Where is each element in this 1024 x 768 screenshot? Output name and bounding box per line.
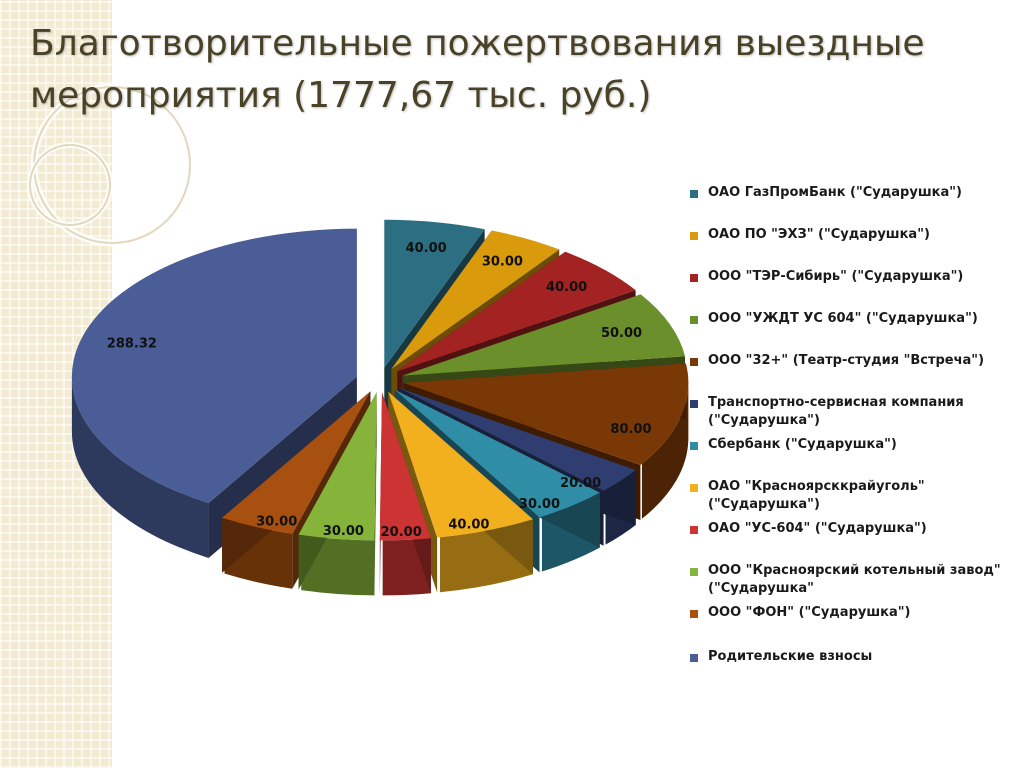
legend-swatch	[690, 526, 698, 534]
legend-swatch	[690, 610, 698, 618]
legend-item: ООО "Красноярский котельный завод" ("Суд…	[690, 562, 1010, 598]
data-label: 30.00	[323, 524, 364, 539]
data-label: 50.00	[601, 326, 642, 341]
legend-label: ООО "ФОН" ("Сударушка")	[708, 605, 911, 620]
pie-slice-top	[398, 387, 636, 491]
pie-slice-top	[388, 391, 533, 538]
legend-swatch	[690, 232, 698, 240]
legend-item: ООО "УЖДТ УС 604" ("Сударушка")	[690, 310, 1010, 328]
pie-slice-top	[394, 389, 600, 518]
data-label: 20.00	[560, 476, 601, 491]
legend-item: ООО "ТЭР-Сибирь" ("Сударушка")	[690, 268, 1010, 286]
slide-title: Благотворительные пожертвования выездные…	[30, 23, 925, 116]
legend-item: Родительские взносы	[690, 648, 1010, 666]
pie-slice-top	[397, 251, 636, 372]
pie-slice-top	[298, 392, 377, 541]
pie-slice-top	[71, 228, 357, 504]
legend-item: ОАО ПО "ЭХЗ" ("Сударушка")	[690, 226, 1010, 244]
pie-slice-top	[391, 230, 560, 370]
legend-label: Родительские взносы	[708, 649, 873, 664]
legend-label: Сбербанк ("Сударушка")	[708, 437, 897, 452]
legend-swatch	[690, 274, 698, 282]
pie-slice-9	[379, 392, 431, 596]
legend-item: ОАО ГазПромБанк ("Сударушка")	[690, 184, 1010, 202]
legend-item: ООО "32+" (Театр-студия "Встреча")	[690, 352, 1010, 370]
legend-item: ОАО "УС-604" ("Сударушка")	[690, 520, 1010, 538]
legend-swatch	[690, 568, 698, 576]
legend-item: Транспортно-сервисная компания ("Сударуш…	[690, 394, 1010, 430]
data-label: 30.00	[256, 514, 297, 529]
legend-swatch	[690, 190, 698, 198]
pie-slice-side	[71, 377, 209, 559]
legend-label: ОАО "УС-604" ("Сударушка")	[708, 521, 927, 536]
legend-swatch	[690, 442, 698, 450]
legend-label: ОАО ГазПромБанк ("Сударушка")	[708, 185, 962, 200]
pie-slice-top	[384, 219, 485, 368]
legend-item: Сбербанк ("Сударушка")	[690, 436, 1010, 454]
pie-slice-side	[641, 384, 689, 519]
legend-swatch	[690, 654, 698, 662]
pie-slice-10	[298, 392, 377, 596]
data-label: 40.00	[406, 241, 447, 256]
data-label: 20.00	[381, 525, 422, 540]
legend-label: ООО "Красноярский котельный завод" ("Суд…	[708, 563, 1001, 596]
pie-slice-top	[379, 392, 431, 541]
legend-swatch	[690, 358, 698, 366]
legend-swatch	[690, 400, 698, 408]
pie-slice-top	[222, 391, 371, 534]
legend-swatch	[690, 484, 698, 492]
legend-swatch	[690, 316, 698, 324]
legend-item: ООО "ФОН" ("Сударушка")	[690, 604, 1010, 622]
data-label: 30.00	[482, 255, 523, 270]
decorative-circles	[27, 83, 194, 247]
legend-label: ОАО "Красноярсккрайуголь" ("Сударушка")	[708, 479, 925, 512]
pie-slice-top	[403, 363, 689, 465]
data-label: 40.00	[448, 517, 489, 532]
legend-label: ООО "УЖДТ УС 604" ("Сударушка")	[708, 311, 978, 326]
pie-slice-top	[402, 294, 686, 376]
data-label: 288.32	[107, 336, 157, 351]
legend-label: ОАО ПО "ЭХЗ" ("Сударушка")	[708, 227, 930, 242]
data-label: 80.00	[610, 422, 651, 437]
legend-label: ООО "ТЭР-Сибирь" ("Сударушка")	[708, 269, 964, 284]
legend-item: ОАО "Красноярсккрайуголь" ("Сударушка")	[690, 478, 1010, 514]
legend-label: Транспортно-сервисная компания ("Сударуш…	[708, 395, 964, 428]
legend-label: ООО "32+" (Театр-студия "Встреча")	[708, 353, 985, 368]
data-label: 40.00	[546, 280, 587, 295]
data-label: 30.00	[519, 497, 560, 512]
